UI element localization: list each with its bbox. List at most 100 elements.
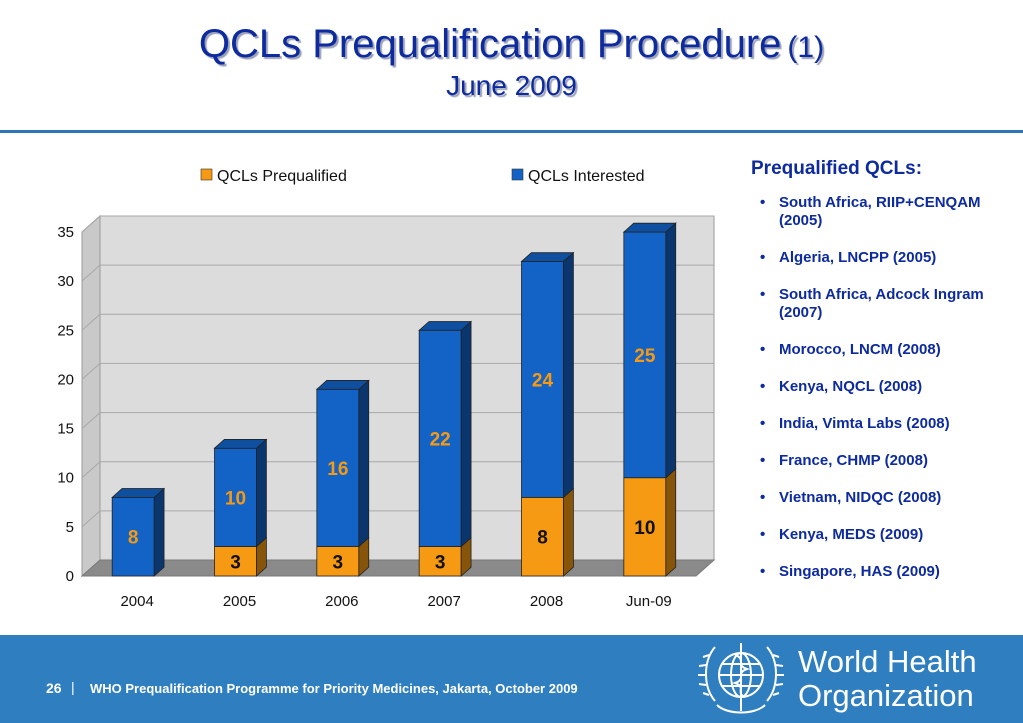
title-divider (0, 130, 1023, 133)
bullet-icon: • (760, 378, 766, 395)
who-emblem-icon (698, 643, 784, 714)
legend: QCLs Prequalified QCLs Interested (200, 168, 645, 185)
prequalified-list-title: Prequalified QCLs: (751, 158, 923, 179)
prequalified-list-item: • Morocco, LNCM (2008) (748, 341, 1016, 359)
y-tick-label: 5 (66, 519, 74, 536)
gridline (81, 461, 714, 479)
page-title: QCLs Prequalification Procedure (1) (0, 22, 1023, 70)
page-title-number: (1) (787, 31, 825, 64)
bar-qcls-prequalified (623, 477, 667, 577)
bullet-icon: • (760, 341, 766, 358)
y-tick-label: 20 (57, 371, 74, 388)
prequalified-list-panel: Prequalified QCLs: • South Africa, RIIP+C… (748, 158, 1016, 600)
page-title-text: QCLs Prequalification Procedure (198, 22, 782, 66)
data-label: 24 (532, 370, 554, 391)
prequalified-list-item: • South Africa, Adcock Ingram (2007) (748, 286, 1016, 322)
prequalified-list-item-text: Kenya, MEDS (2009) (779, 526, 924, 543)
bar-top-qcls-interested (418, 321, 473, 331)
gridline (81, 313, 714, 331)
footer-separator: | (71, 679, 75, 695)
x-tick-label: 2006 (325, 593, 358, 610)
prequalified-list: • South Africa, RIIP+CENQAM (2005) • Algeri… (748, 194, 1016, 581)
who-wordmark: World Health Organization (798, 645, 977, 713)
data-label: 8 (537, 528, 548, 549)
footer-bar: 26 | WHO Prequalification Programme for … (0, 635, 1023, 723)
bar-side-qcls-interested (563, 251, 574, 499)
footer-caption: WHO Prequalification Programme for Prior… (90, 681, 578, 696)
bar-side-qcls-interested (460, 320, 472, 548)
gridline (81, 264, 714, 282)
prequalified-list-item-text: France, CHMP (2008) (779, 452, 928, 469)
x-tick-label: 2007 (427, 593, 460, 610)
bar-qcls-interested (418, 329, 462, 547)
data-label: 25 (634, 346, 656, 367)
data-label: 8 (128, 528, 139, 549)
data-label: 3 (230, 552, 241, 573)
x-tick-label: Jun-09 (626, 593, 672, 610)
bullet-icon: • (760, 489, 766, 506)
data-label: 22 (430, 429, 451, 450)
prequalified-list-item: • Kenya, MEDS (2009) (748, 526, 1016, 544)
y-tick-label: 0 (66, 568, 74, 585)
bullet-icon: • (760, 194, 766, 211)
bullet-icon: • (760, 452, 766, 469)
data-label: 3 (435, 552, 446, 573)
y-tick-label: 15 (57, 421, 74, 438)
bar-side-qcls-prequalified (665, 468, 677, 577)
page-subtitle: June 2009 (446, 70, 577, 101)
bullet-icon: • (760, 286, 766, 303)
floor (80, 559, 716, 577)
gridline (81, 215, 714, 233)
bar-side-qcls-interested (665, 222, 677, 479)
prequalified-list-item-text: South Africa, Adcock Ingram (2007) (779, 286, 984, 321)
x-tick-label: 2005 (223, 593, 256, 610)
bar-qcls-interested (111, 496, 155, 577)
data-label: 16 (327, 459, 348, 480)
prequalified-list-item: • India, Vimta Labs (2008) (748, 415, 1016, 433)
data-label: 10 (634, 518, 655, 539)
plot-area (80, 214, 716, 578)
who-wordmark-line2: Organization (798, 678, 974, 713)
bar-side-qcls-interested (256, 438, 267, 548)
who-wordmark-line1: World Health (798, 644, 977, 679)
stacked-bar-chart: QCLs Prequalified QCLs Interested 0 5 10 15… (57, 168, 716, 610)
bar-qcls-interested (316, 388, 360, 547)
bars (111, 222, 677, 577)
legend-label-prequalified: QCLs Prequalified (217, 168, 347, 185)
bullet-icon: • (760, 415, 766, 432)
back-wall (99, 215, 715, 561)
y-tick-label: 25 (57, 322, 74, 339)
gridline (81, 510, 714, 528)
x-tick-label: 2004 (120, 593, 153, 610)
bullet-icon: • (760, 563, 766, 580)
prequalified-list-item-text: India, Vimta Labs (2008) (779, 415, 950, 432)
value-labels: 8 3 10 3 16 3 22 8 24 10 25 (128, 346, 656, 573)
title-block: QCLs Prequalification Procedure (1) June … (0, 22, 1023, 102)
prequalified-list-item: • France, CHMP (2008) (748, 452, 1016, 470)
bar-qcls-prequalified (521, 496, 564, 577)
prequalified-list-item: • Vietnam, NIDQC (2008) (748, 489, 1016, 507)
prequalified-list-item: • Singapore, HAS (2009) (748, 563, 1016, 581)
bar-top-qcls-interested (315, 380, 370, 390)
gridline (81, 412, 714, 429)
legend-swatch-interested (511, 168, 524, 181)
prequalified-list-item-text: Morocco, LNCM (2008) (779, 341, 941, 358)
gridline (81, 362, 714, 380)
bar-top-qcls-interested (111, 488, 166, 498)
y-tick-label: 35 (57, 224, 74, 241)
bar-side-qcls-interested (153, 487, 165, 577)
bar-side-qcls-interested (358, 379, 370, 548)
bar-top-qcls-interested (622, 222, 677, 233)
prequalified-list-item: • South Africa, RIIP+CENQAM (2005) (748, 194, 1016, 230)
bar-side-qcls-prequalified (563, 487, 574, 577)
prequalified-list-item-text: Kenya, NQCL (2008) (779, 378, 923, 395)
axis-ticks: 0 5 10 15 20 25 30 35 2004 2005 2006 2007 2008 Jun-09 (57, 224, 671, 610)
data-label: 3 (333, 552, 344, 573)
data-label: 10 (225, 488, 246, 509)
legend-label-interested: QCLs Interested (528, 168, 645, 185)
bar-qcls-interested (521, 261, 564, 498)
prequalified-list-item: • Algeria, LNCPP (2005) (748, 249, 1016, 267)
prequalified-list-item-text: South Africa, RIIP+CENQAM (2005) (779, 194, 981, 229)
gridlines (81, 215, 714, 528)
bar-qcls-interested (214, 447, 257, 547)
